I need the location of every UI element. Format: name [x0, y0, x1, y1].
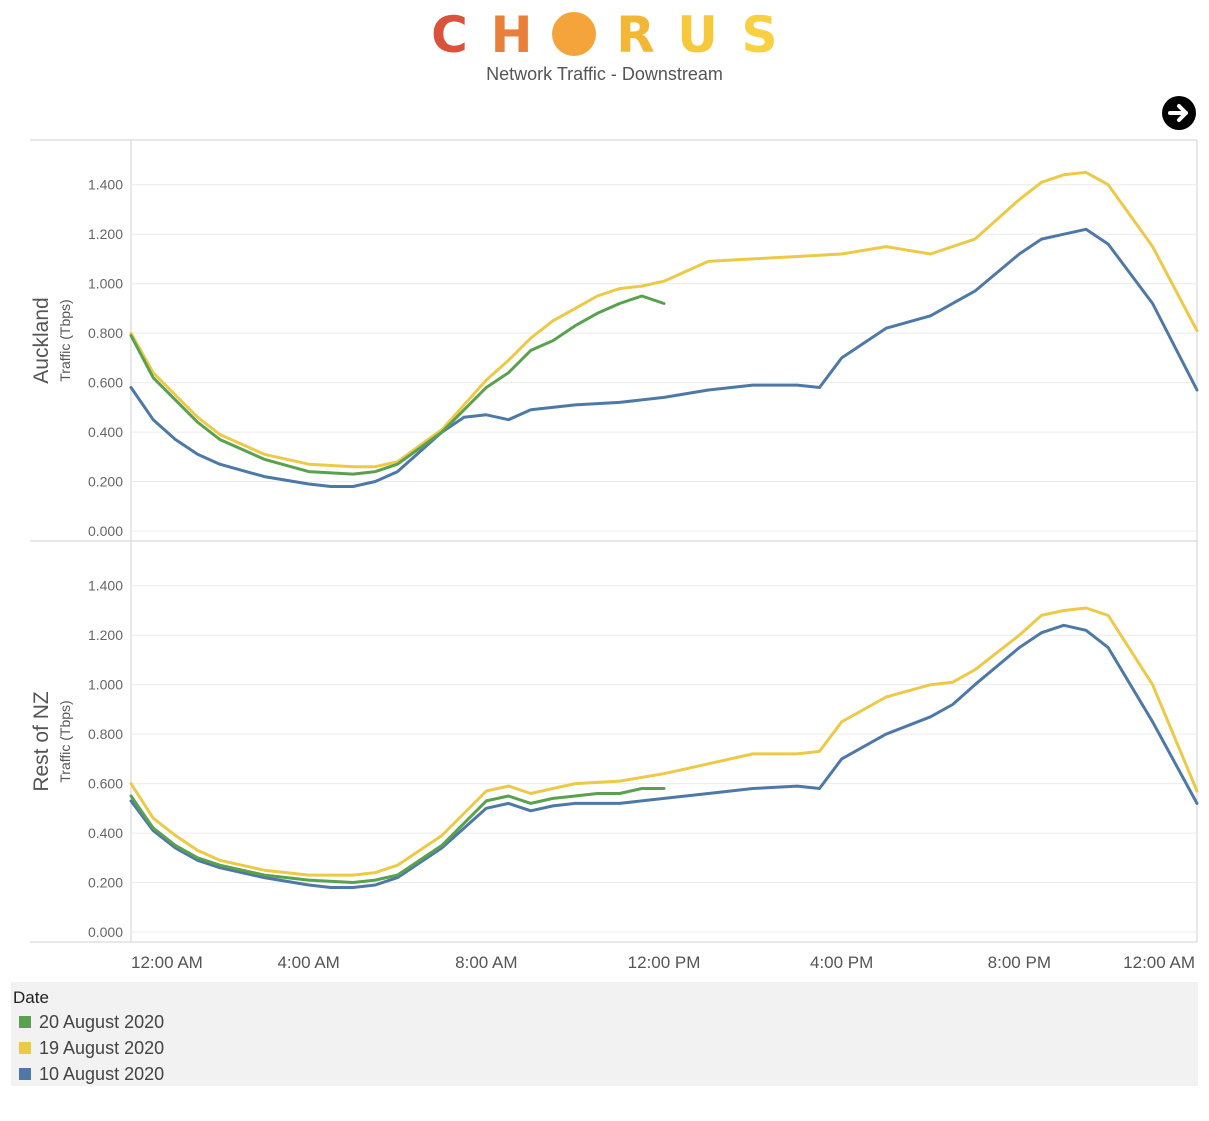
y-tick-label: 1.200: [88, 226, 123, 242]
x-tick-label: 12:00 PM: [628, 953, 701, 972]
legend-label: 19 August 2020: [39, 1038, 165, 1058]
legend-swatch: [19, 1068, 31, 1080]
y-axis-title: Traffic (Tbps): [57, 700, 73, 782]
y-tick-label: 0.000: [88, 924, 123, 940]
y-tick-label: 1.400: [88, 578, 123, 594]
series-line: [129, 227, 1199, 488]
y-tick-label: 0.600: [88, 776, 123, 792]
arrow-right-circle-icon: [1168, 104, 1188, 122]
x-tick-label: 8:00 AM: [455, 953, 517, 972]
x-tick-label: 4:00 AM: [277, 953, 339, 972]
legend-swatch: [19, 1042, 31, 1054]
page-subtitle: Network Traffic - Downstream: [486, 64, 723, 84]
logo-letter-c: C: [431, 6, 468, 64]
chorus-logo: CHORUS: [0, 6, 1209, 64]
series-line: [129, 623, 1199, 889]
y-tick-label: 0.200: [88, 875, 123, 891]
row-label: Auckland: [30, 297, 53, 383]
series-line: [129, 787, 666, 884]
y-tick-label: 0.400: [88, 825, 123, 841]
logo-sun-icon: O: [551, 12, 596, 56]
y-tick-label: 0.400: [88, 424, 123, 440]
y-tick-label: 1.400: [88, 177, 123, 193]
x-tick-label: 4:00 PM: [810, 953, 873, 972]
logo-letter-r: R: [616, 6, 655, 64]
row-label: Rest of NZ: [30, 691, 53, 792]
y-tick-label: 1.000: [88, 276, 123, 292]
y-tick-label: 0.200: [88, 474, 123, 490]
next-page-button[interactable]: [1162, 96, 1196, 130]
legend-title: Date: [13, 988, 49, 1007]
legend-label: 10 August 2020: [39, 1064, 165, 1084]
legend-label: 20 August 2020: [39, 1012, 165, 1032]
x-tick-label: 12:00 AM: [131, 953, 203, 972]
logo-letter-s: S: [741, 6, 778, 64]
legend: Date 20 August 2020 19 August 2020 10 Au…: [11, 982, 1198, 1086]
y-tick-label: 1.200: [88, 627, 123, 643]
legend-swatch: [19, 1016, 31, 1028]
series-line: [129, 606, 1199, 877]
logo-letter-h: H: [490, 6, 533, 64]
y-tick-label: 0.800: [88, 726, 123, 742]
y-axis-title: Traffic (Tbps): [57, 299, 73, 381]
y-tick-label: 0.600: [88, 375, 123, 391]
series-line: [129, 170, 1199, 469]
y-tick-label: 0.000: [88, 523, 123, 539]
y-tick-label: 1.000: [88, 677, 123, 693]
y-tick-label: 0.800: [88, 325, 123, 341]
x-tick-label: 12:00 AM: [1123, 953, 1195, 972]
traffic-chart: 0.000 0.200 0.400 0.600 0.800 1.000 1.200 1.400…: [30, 139, 1199, 972]
logo-letter-u: U: [677, 6, 718, 64]
series-line: [129, 294, 666, 476]
x-tick-label: 8:00 PM: [988, 953, 1051, 972]
